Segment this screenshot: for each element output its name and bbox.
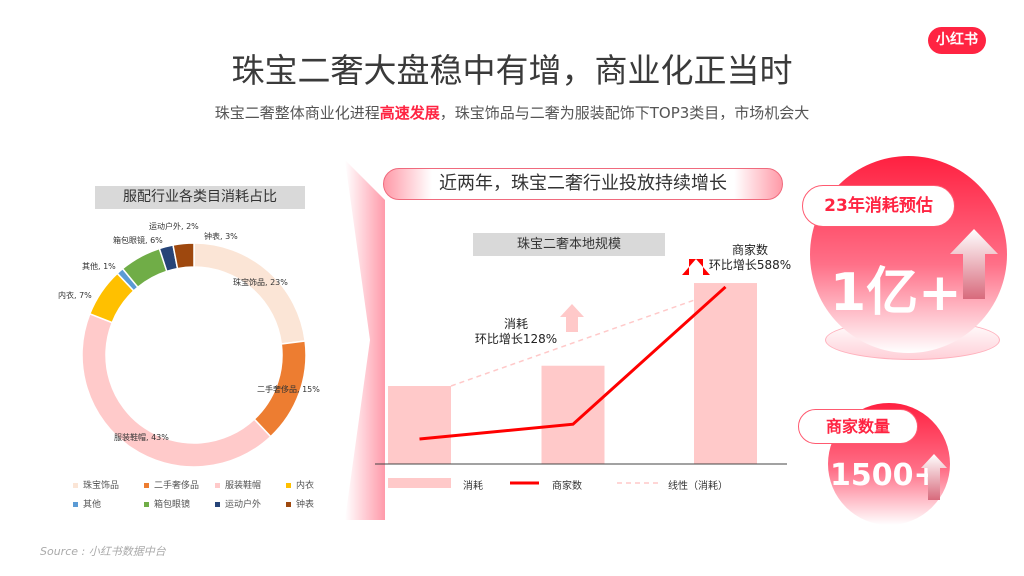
panel-arrow	[345, 160, 385, 520]
subtitle-text-end: ，珠宝饰品与二奢为服装配饰下TOP3类目，市场机会大	[439, 104, 810, 122]
page-title: 珠宝二奢大盘稳中有增，商业化正当时	[231, 51, 793, 90]
legend-label: 二手奢侈品	[154, 481, 200, 491]
legend-label: 其他	[83, 500, 102, 510]
legend-item: 其他	[73, 497, 101, 510]
subtitle-text: 珠宝二奢整体商业化进程	[214, 104, 380, 122]
legend-swatch	[73, 502, 78, 507]
legend-label: 内衣	[296, 481, 315, 491]
legend-item: 内衣	[286, 478, 314, 491]
legend-label: 珠宝饰品	[83, 481, 120, 491]
legend-bar-swatch	[388, 478, 451, 488]
arrow-up-icon	[682, 259, 710, 275]
legend-item: 珠宝饰品	[73, 478, 119, 491]
legend-swatch	[215, 483, 220, 488]
legend-item: 运动户外	[215, 497, 261, 510]
legend-swatch	[73, 483, 78, 488]
slice-label: 珠宝饰品, 23%	[233, 278, 288, 287]
note-line: 消耗	[503, 317, 528, 331]
bar	[694, 283, 757, 464]
xiaohongshu-logo: 小红书	[928, 27, 986, 54]
section-banner: 近两年，珠宝二奢行业投放持续增长	[383, 168, 783, 200]
stat-value: 1亿+	[830, 263, 962, 323]
slice-label: 钟表, 3%	[204, 232, 238, 241]
bar	[388, 386, 451, 464]
legend-item: 二手奢侈品	[144, 478, 199, 491]
legend-item: 服装鞋帽	[215, 478, 261, 491]
legend-swatch	[215, 502, 220, 507]
trend-line	[450, 299, 695, 387]
legend-swatch	[286, 502, 291, 507]
legend-swatch	[144, 483, 149, 488]
legend-label: 商家数	[552, 481, 582, 492]
subtitle-highlight: 高速发展	[379, 104, 440, 122]
slice-label: 其他, 1%	[82, 262, 116, 271]
slice-label: 箱包眼镜, 6%	[113, 236, 163, 245]
bar	[541, 365, 605, 464]
donut-slice-7	[172, 242, 195, 270]
source-note: Source : 小红书数据中台	[40, 545, 166, 558]
merchant-note: 商家数 环比增长588%	[700, 243, 800, 273]
legend-swatch	[286, 483, 291, 488]
legend-label: 线性（消耗）	[668, 481, 728, 492]
legend-swatch	[144, 502, 149, 507]
slice-label: 服装鞋帽, 43%	[114, 433, 169, 442]
legend-label: 消耗	[463, 481, 483, 492]
arrow-up-icon	[950, 229, 998, 299]
arrow-up-icon	[921, 454, 947, 500]
slice-label: 内衣, 7%	[58, 291, 92, 300]
arrow-up-icon	[560, 304, 584, 332]
note-line: 环比增长588%	[708, 258, 792, 272]
legend-item: 钟表	[286, 497, 314, 510]
slice-label: 运动户外, 2%	[149, 222, 199, 231]
note-line: 商家数	[731, 243, 768, 257]
legend-label: 服装鞋帽	[225, 481, 262, 491]
pie-title: 服配行业各类目消耗占比	[95, 186, 305, 209]
bar-chart-title: 珠宝二奢本地规模	[473, 233, 665, 256]
note-line: 环比增长128%	[474, 332, 558, 346]
legend-label: 钟表	[296, 500, 315, 510]
stat-label: 23年消耗预估	[802, 185, 955, 227]
legend-label: 箱包眼镜	[154, 500, 191, 510]
stat-label: 商家数量	[798, 409, 918, 444]
legend-item: 箱包眼镜	[144, 497, 190, 510]
stat-value: 1500+	[830, 458, 939, 493]
page-subtitle: 珠宝二奢整体商业化进程高速发展，珠宝饰品与二奢为服装配饰下TOP3类目，市场机会…	[0, 102, 1024, 123]
slice-label: 二手奢侈品, 15%	[257, 385, 320, 394]
merchant-line	[419, 285, 727, 441]
legend-label: 运动户外	[225, 500, 262, 510]
consumption-note: 消耗 环比增长128%	[466, 317, 566, 347]
